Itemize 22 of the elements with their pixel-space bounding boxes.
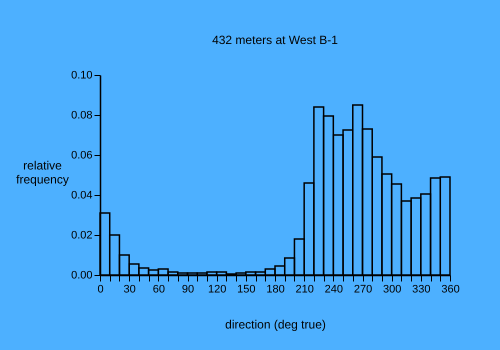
- chart-title: 432 meters at West B-1: [212, 33, 338, 47]
- x-tick-label: 270: [354, 284, 372, 296]
- x-tick-label: 360: [441, 284, 460, 296]
- y-tick-label: 0.06: [71, 150, 92, 162]
- x-tick-label: 90: [182, 284, 194, 296]
- x-tick-label: 150: [237, 284, 256, 296]
- x-tick-label: 210: [295, 284, 314, 296]
- y-axis-title: relative frequency: [16, 158, 69, 186]
- x-tick-label: 60: [152, 284, 165, 296]
- y-tick-label: 0.08: [71, 110, 92, 122]
- x-tick-label: 120: [208, 284, 226, 296]
- x-tick-label: 180: [266, 284, 285, 296]
- y-tick-label: 0.10: [71, 70, 92, 82]
- y-tick-label: 0.00: [71, 270, 92, 282]
- y-tick-label: 0.04: [71, 190, 92, 202]
- y-tick-label: 0.02: [71, 230, 92, 242]
- x-tick-label: 300: [382, 284, 402, 296]
- x-axis-title: direction (deg true): [225, 318, 326, 332]
- x-tick-label: 0: [97, 284, 104, 296]
- x-tick-label: 330: [412, 284, 431, 296]
- x-tick-label: 240: [324, 284, 344, 296]
- x-tick-label: 30: [124, 284, 136, 296]
